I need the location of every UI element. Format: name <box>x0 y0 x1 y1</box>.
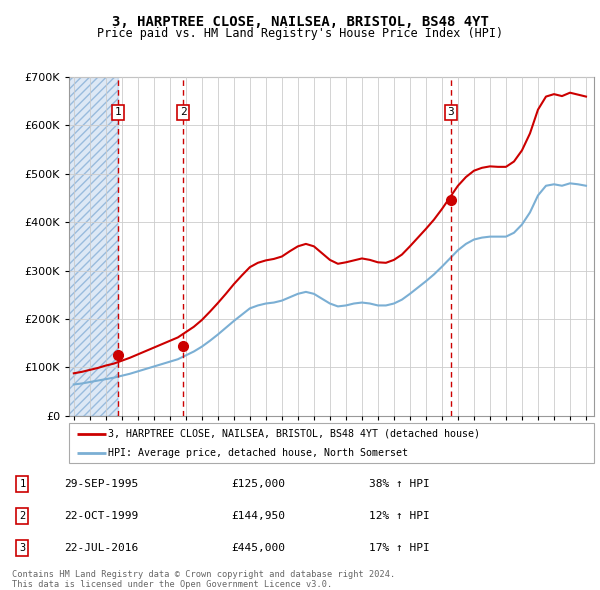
Bar <box>69 77 118 416</box>
Text: 3, HARPTREE CLOSE, NAILSEA, BRISTOL, BS48 4YT: 3, HARPTREE CLOSE, NAILSEA, BRISTOL, BS4… <box>112 15 488 30</box>
Text: HPI: Average price, detached house, North Somerset: HPI: Average price, detached house, Nort… <box>109 448 409 458</box>
Bar <box>69 77 118 416</box>
Text: 12% ↑ HPI: 12% ↑ HPI <box>369 511 430 521</box>
Text: 17% ↑ HPI: 17% ↑ HPI <box>369 543 430 553</box>
Text: 29-SEP-1995: 29-SEP-1995 <box>64 478 138 489</box>
Text: 3: 3 <box>19 543 25 553</box>
Text: 22-JUL-2016: 22-JUL-2016 <box>64 543 138 553</box>
Text: Contains HM Land Registry data © Crown copyright and database right 2024.: Contains HM Land Registry data © Crown c… <box>12 570 395 579</box>
Text: 38% ↑ HPI: 38% ↑ HPI <box>369 478 430 489</box>
Text: £144,950: £144,950 <box>231 511 285 521</box>
Text: This data is licensed under the Open Government Licence v3.0.: This data is licensed under the Open Gov… <box>12 579 332 589</box>
Text: 3: 3 <box>448 107 454 117</box>
Text: £125,000: £125,000 <box>231 478 285 489</box>
Text: 3, HARPTREE CLOSE, NAILSEA, BRISTOL, BS48 4YT (detached house): 3, HARPTREE CLOSE, NAILSEA, BRISTOL, BS4… <box>109 429 481 439</box>
Text: 2: 2 <box>19 511 25 521</box>
Text: Price paid vs. HM Land Registry's House Price Index (HPI): Price paid vs. HM Land Registry's House … <box>97 27 503 40</box>
Text: £445,000: £445,000 <box>231 543 285 553</box>
Text: 2: 2 <box>180 107 187 117</box>
Text: 1: 1 <box>115 107 121 117</box>
Text: 1: 1 <box>19 478 25 489</box>
Text: 22-OCT-1999: 22-OCT-1999 <box>64 511 138 521</box>
